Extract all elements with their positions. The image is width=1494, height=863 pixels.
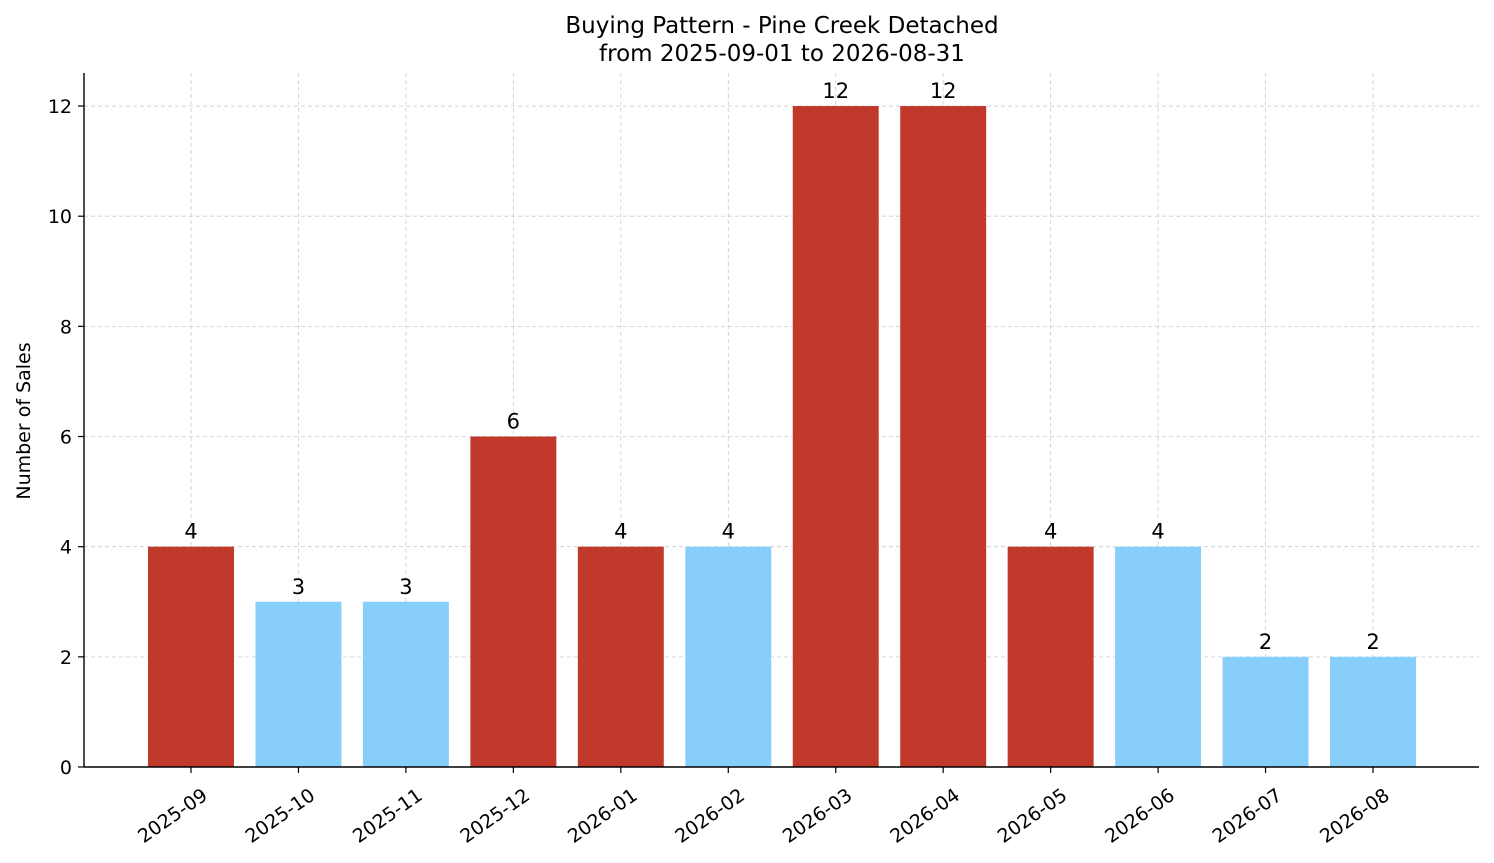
x-tick-label-2026-04: 2026-04 bbox=[886, 784, 964, 848]
x-tick-label-2026-06: 2026-06 bbox=[1101, 784, 1179, 848]
data-label-2026-01: 4 bbox=[614, 520, 627, 544]
data-label-2025-11: 3 bbox=[399, 575, 412, 599]
bar-2025-09 bbox=[148, 546, 234, 767]
y-tick-label: 8 bbox=[60, 316, 72, 338]
bar-2026-07 bbox=[1222, 656, 1309, 767]
bar-2026-05 bbox=[1007, 546, 1094, 767]
y-tick-label: 0 bbox=[60, 757, 72, 779]
data-label-2026-02: 4 bbox=[722, 520, 735, 544]
y-tick-label: 10 bbox=[48, 206, 72, 228]
data-label-2026-07: 2 bbox=[1259, 630, 1272, 654]
bar-2025-10 bbox=[255, 601, 342, 767]
y-tick-label: 2 bbox=[60, 647, 72, 669]
data-labels-layer: 4 3 3 6 4 4 12 12 4 4 2 2 bbox=[184, 79, 1379, 654]
data-label-2025-12: 6 bbox=[507, 410, 520, 434]
data-label-2026-08: 2 bbox=[1366, 630, 1379, 654]
bar-2026-06 bbox=[1115, 546, 1202, 767]
chart-title: Buying Pattern - Pine Creek Detached bbox=[565, 13, 998, 39]
x-tick-label-2026-01: 2026-01 bbox=[564, 784, 642, 848]
x-tick-label-2025-11: 2025-11 bbox=[349, 784, 427, 848]
x-tick-label-2026-07: 2026-07 bbox=[1209, 784, 1287, 848]
bar-2026-02 bbox=[685, 546, 772, 767]
y-tick-label: 6 bbox=[60, 427, 72, 449]
bar-2026-08 bbox=[1330, 656, 1416, 767]
y-tick-label: 12 bbox=[48, 96, 72, 118]
data-label-2025-09: 4 bbox=[184, 520, 197, 544]
bars-layer bbox=[148, 106, 1416, 768]
y-axis-label: Number of Sales bbox=[13, 342, 35, 499]
x-tick-label-2025-09: 2025-09 bbox=[134, 784, 212, 848]
bar-2026-03 bbox=[792, 106, 879, 768]
data-label-2026-03: 12 bbox=[822, 79, 849, 103]
bar-2025-12 bbox=[470, 436, 557, 767]
data-label-2025-10: 3 bbox=[292, 575, 305, 599]
data-label-2026-06: 4 bbox=[1151, 520, 1164, 544]
bar-2026-04 bbox=[900, 106, 987, 768]
bar-2025-11 bbox=[362, 601, 449, 767]
data-label-2026-05: 4 bbox=[1044, 520, 1057, 544]
bar-2026-01 bbox=[577, 546, 664, 767]
data-label-2026-04: 12 bbox=[930, 79, 957, 103]
x-tick-label-2025-10: 2025-10 bbox=[241, 784, 319, 848]
x-tick-label-2026-03: 2026-03 bbox=[779, 784, 857, 848]
grid-layer bbox=[84, 73, 1479, 767]
x-tick-label-2026-05: 2026-05 bbox=[994, 784, 1072, 848]
y-tick-label: 4 bbox=[60, 537, 72, 559]
chart-subtitle: from 2025-09-01 to 2026-08-31 bbox=[599, 41, 965, 67]
x-tick-label-2026-08: 2026-08 bbox=[1316, 784, 1394, 848]
x-tick-label-2025-12: 2025-12 bbox=[456, 784, 534, 848]
x-tick-label-2026-02: 2026-02 bbox=[671, 784, 749, 848]
